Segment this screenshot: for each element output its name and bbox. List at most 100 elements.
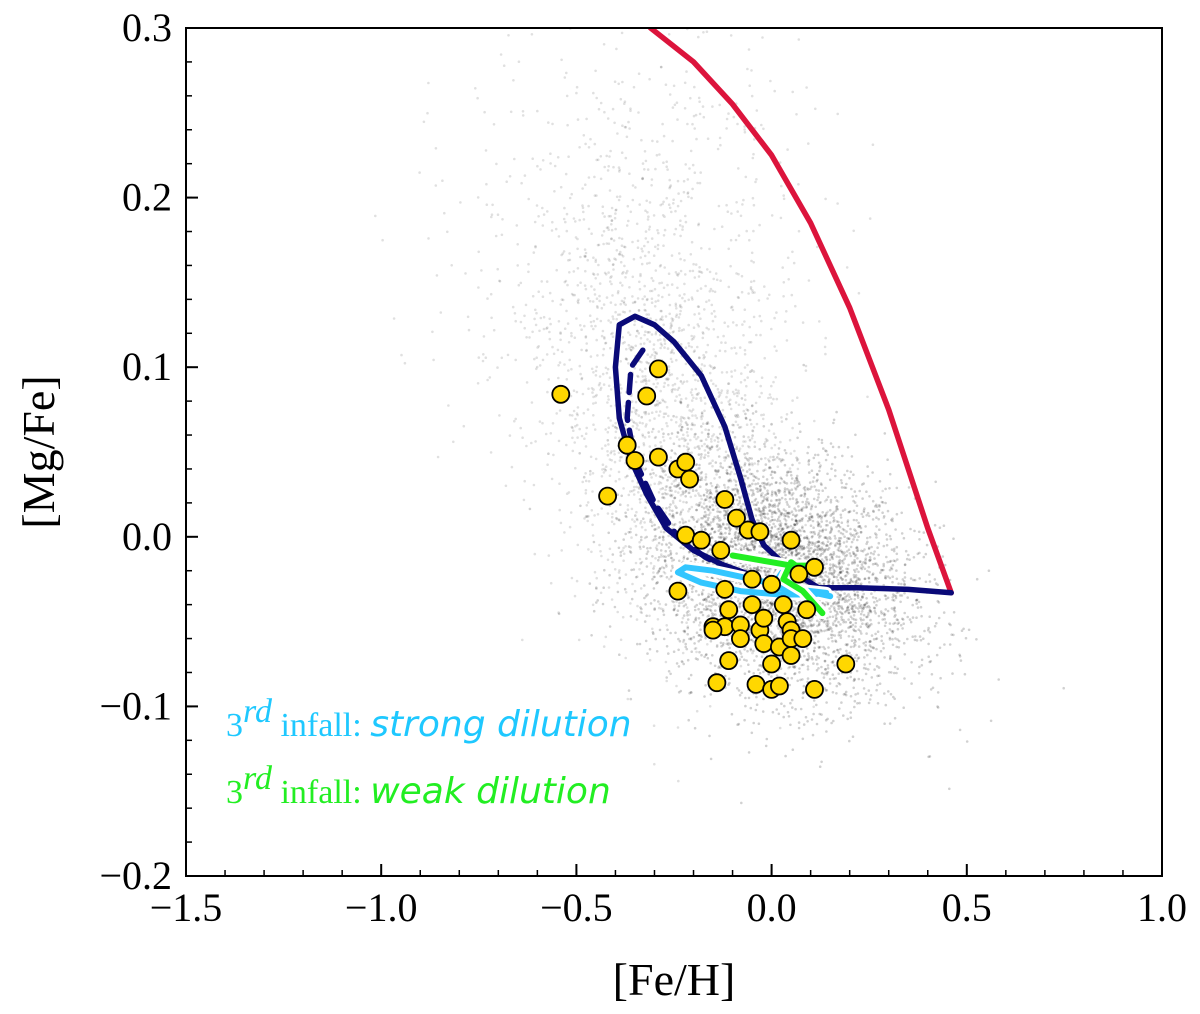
field-star [923,629,926,633]
field-star [560,350,564,354]
field-star [651,627,654,631]
field-star [799,707,803,711]
field-star [666,478,669,482]
field-star [771,603,774,606]
field-star [847,626,850,630]
field-star [752,721,755,725]
field-star [648,647,652,651]
field-star [662,555,665,558]
field-star [720,401,723,405]
field-star [629,490,632,493]
field-star [917,672,921,675]
field-star [766,541,770,544]
field-star [813,631,816,635]
field-star [860,618,863,622]
field-star [868,624,871,628]
field-star [936,691,940,694]
field-star [924,580,928,584]
field-star [760,510,763,513]
field-star [745,547,749,551]
field-star [670,515,674,518]
field-star [754,503,758,507]
field-star [866,552,870,556]
field-star [610,598,614,601]
field-star [831,445,835,449]
field-star [777,515,781,519]
field-star [853,560,857,564]
field-star [697,617,701,620]
field-star [764,573,768,576]
field-star [901,618,905,621]
field-star [709,609,713,612]
field-star [699,485,702,489]
field-star [824,486,827,490]
field-star [823,619,827,623]
field-star [790,477,794,480]
field-star [674,613,678,617]
field-star [884,621,888,624]
field-star [715,643,719,647]
field-star [882,642,885,645]
field-star [875,533,878,537]
field-star [852,628,855,631]
field-star [576,436,579,439]
field-star [784,754,787,758]
field-star [841,532,845,536]
field-star [666,347,670,350]
field-star [889,656,892,660]
field-star [667,554,670,557]
field-star [855,549,859,553]
field-star [787,715,791,718]
field-star [841,454,844,458]
field-star [841,629,844,632]
field-star [692,554,696,558]
field-star [615,427,619,430]
field-star [840,565,844,569]
field-star [744,456,747,460]
field-star [604,469,607,472]
field-star [646,547,649,550]
field-star [852,533,855,537]
field-star [851,551,855,554]
field-star [676,431,680,435]
field-star [826,537,829,541]
field-star [794,514,797,518]
field-star [843,535,846,538]
field-star [819,525,823,528]
field-star [652,382,655,386]
field-star [888,568,892,572]
field-star [563,531,566,534]
field-star [915,639,919,642]
field-star [568,413,572,417]
field-star [891,643,895,647]
field-star [753,475,757,479]
field-star [745,457,749,461]
field-star [842,561,845,565]
field-star [736,687,739,690]
field-star [835,520,839,523]
field-star [820,760,823,764]
field-star [828,508,832,512]
field-star [867,604,870,608]
field-star [749,638,752,642]
field-star [776,624,779,628]
field-star [811,535,814,538]
field-star [888,657,892,661]
field-star [772,522,775,526]
field-star [617,546,621,550]
field-star [764,744,768,748]
field-star [724,674,727,678]
field-star [650,521,654,524]
field-star [810,514,814,518]
field-star [807,575,811,578]
field-star [762,475,765,479]
field-star [805,545,809,549]
field-star [703,402,707,405]
field-star [651,577,654,581]
field-star [740,655,744,659]
field-star [827,582,830,586]
field-star [717,535,721,539]
field-star [817,667,820,670]
field-star [840,578,844,581]
field-star [814,576,817,579]
